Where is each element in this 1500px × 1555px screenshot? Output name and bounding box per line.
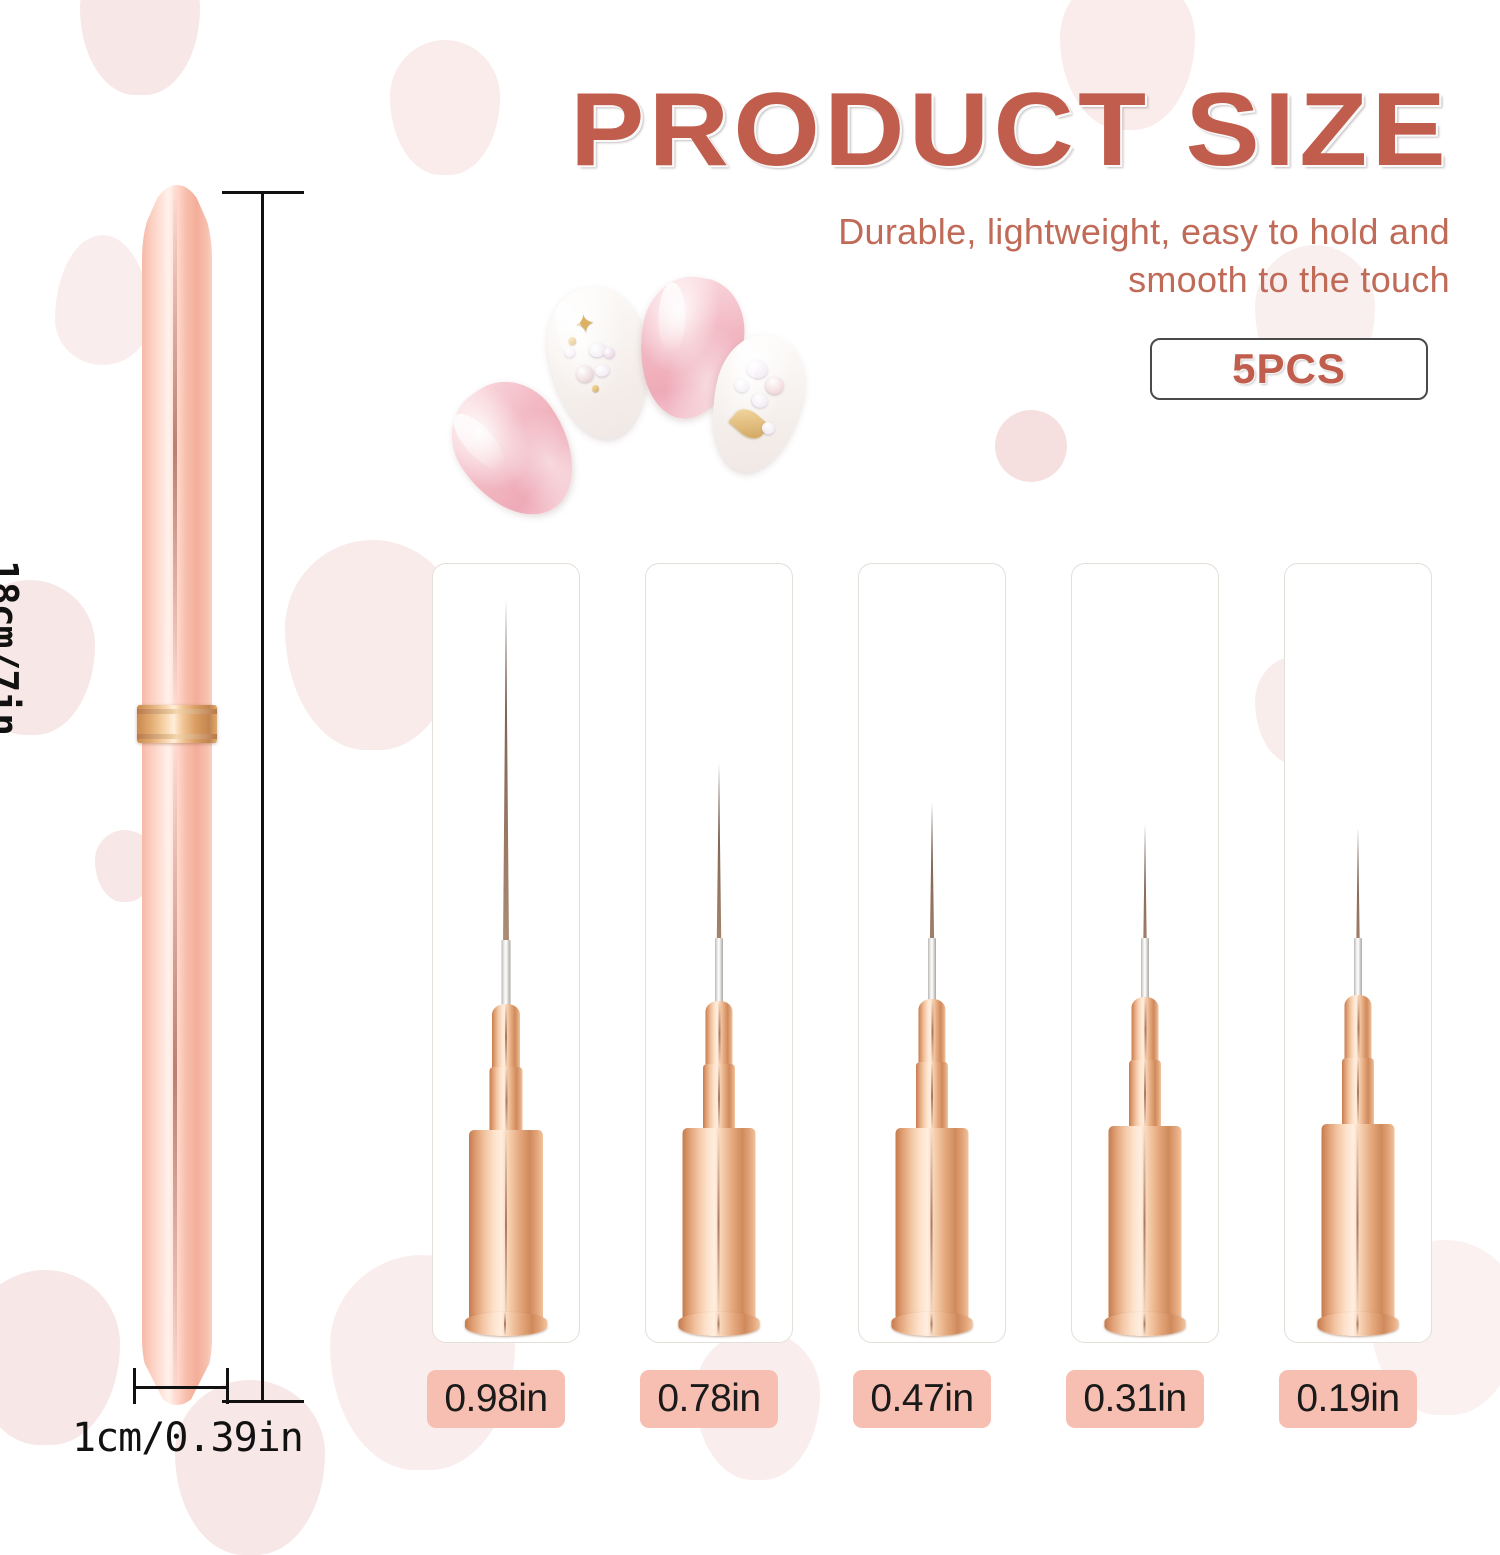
- brush-1: [460, 562, 552, 1342]
- pen-gloss-line-bottom: [172, 737, 177, 1405]
- brush-2-barrel: [682, 1128, 756, 1320]
- brush-5: [1312, 562, 1404, 1342]
- brush-2-neck: [705, 1001, 733, 1067]
- brush-1-bristles: [502, 599, 510, 1004]
- size-badge-3: 0.47in: [853, 1370, 991, 1428]
- brush-4-bristles: [1142, 824, 1148, 996]
- brush-1-neck: [492, 1004, 520, 1070]
- brush-card-4: [1071, 563, 1219, 1343]
- brush-4: [1099, 562, 1191, 1342]
- brush-1-mid: [489, 1067, 523, 1135]
- pen-upper-section: [142, 185, 212, 713]
- measure-cap-bottom: [222, 1400, 304, 1403]
- brush-3-end-ring: [891, 1312, 973, 1336]
- size-badge-4: 0.31in: [1066, 1370, 1204, 1428]
- measure-horizontal-line: [133, 1386, 229, 1389]
- brush-size-row: 0.98in 0.78in 0.47in: [427, 563, 1432, 1428]
- pen-gloss-line-top: [172, 185, 177, 713]
- brush-2-ferrule: [715, 938, 723, 1012]
- brush-1-barrel: [469, 1130, 543, 1320]
- brush-3-neck: [918, 999, 946, 1065]
- brush-3-bristles: [929, 802, 935, 998]
- brush-2-bristles: [716, 763, 722, 1000]
- brush-1-ferrule: [501, 940, 511, 1015]
- brush-4-ferrule: [1141, 938, 1149, 1008]
- brush-3-barrel: [895, 1128, 969, 1320]
- measure-tick-right: [226, 1368, 229, 1404]
- pcs-count-badge: 5PCS: [1150, 338, 1428, 400]
- size-badge-5: 0.19in: [1279, 1370, 1417, 1428]
- brush-3: [886, 562, 978, 1342]
- brush-2: [673, 562, 765, 1342]
- width-measurement-guide: [133, 1368, 229, 1404]
- brush-5-barrel: [1321, 1124, 1395, 1320]
- brush-5-end-ring: [1317, 1312, 1399, 1336]
- brush-1-end-ring: [465, 1312, 547, 1336]
- size-label-3: 0.47in: [870, 1377, 974, 1420]
- length-measurement-guide: [222, 186, 322, 1408]
- headline-block: PRODUCT SIZE Durable, lightweight, easy …: [430, 78, 1450, 303]
- measure-vertical-line: [261, 192, 264, 1402]
- brush-card-3: [858, 563, 1006, 1343]
- size-label-2: 0.78in: [657, 1377, 761, 1420]
- brush-4-mid: [1129, 1060, 1161, 1128]
- size-badge-2: 0.78in: [640, 1370, 778, 1428]
- brush-2-end-ring: [678, 1312, 760, 1336]
- brush-4-end-ring: [1104, 1312, 1186, 1336]
- size-label-5: 0.19in: [1296, 1377, 1400, 1420]
- brush-3-ferrule: [928, 938, 936, 1010]
- size-label-1: 0.98in: [444, 1377, 548, 1420]
- brush-5-neck: [1344, 995, 1372, 1061]
- brush-2-mid: [703, 1064, 735, 1132]
- pen-rose-gold-band: [137, 705, 217, 743]
- width-measurement-label: 1cm/0.39in: [72, 1415, 304, 1461]
- brush-3-mid: [916, 1062, 948, 1130]
- brush-5-mid: [1342, 1058, 1374, 1126]
- pcs-count-label: 5PCS: [1232, 345, 1346, 392]
- size-badge-1: 0.98in: [427, 1370, 565, 1428]
- brush-4-neck: [1131, 997, 1159, 1063]
- brush-card-1: [432, 563, 580, 1343]
- brush-5-bristles: [1355, 828, 1361, 994]
- brush-card-5: [1284, 563, 1432, 1343]
- brush-5-ferrule: [1354, 938, 1362, 1006]
- brush-card-2: [645, 563, 793, 1343]
- size-label-4: 0.31in: [1083, 1377, 1187, 1420]
- brush-4-barrel: [1108, 1126, 1182, 1320]
- page-title: PRODUCT SIZE: [570, 72, 1450, 188]
